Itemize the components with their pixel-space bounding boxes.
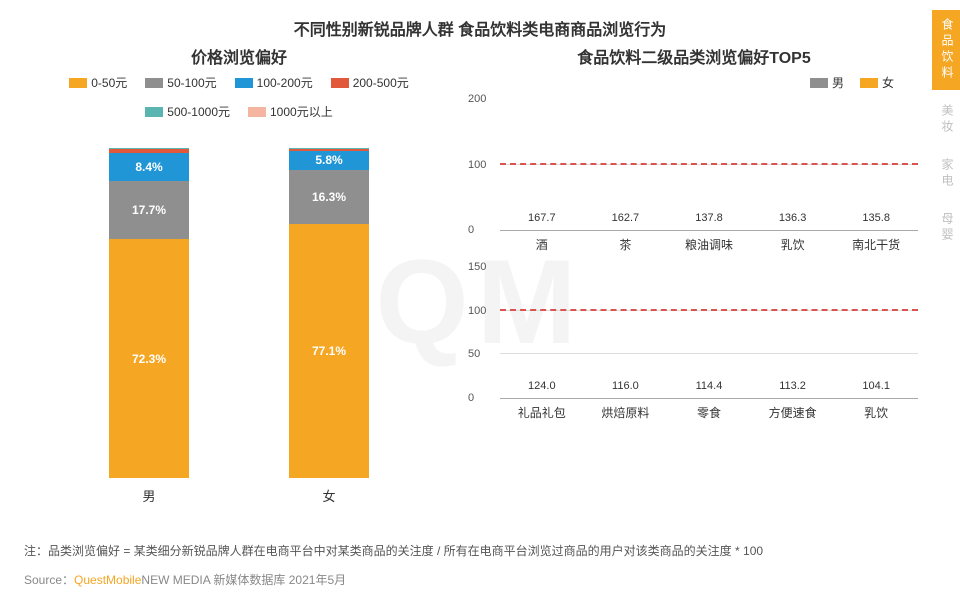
left-panel: 价格浏览偏好 0-50元 50-100元 100-200元 200-500元 500-1… bbox=[24, 40, 454, 505]
bar-value: 116.0 bbox=[612, 380, 639, 392]
bar-value: 114.4 bbox=[696, 380, 723, 392]
stacked-bar: 72.3% 17.7% 8.4% bbox=[109, 148, 189, 478]
legend-item: 男 bbox=[810, 74, 844, 91]
x-label: 零食 bbox=[679, 404, 739, 421]
segment-value: 8.4% bbox=[135, 160, 162, 174]
x-label: 礼品礼包 bbox=[512, 404, 572, 421]
x-label: 粮油调味 bbox=[679, 236, 739, 253]
page-title: 不同性别新锐品牌人群 食品饮料类电商商品浏览行为 bbox=[0, 0, 960, 40]
right-subtitle: 食品饮料二级品类浏览偏好TOP5 bbox=[464, 44, 924, 68]
source-line: Source：QuestMobileNEW MEDIA 新媒体数据库 2021年… bbox=[24, 571, 900, 590]
bar-chart-male: 0 100 200 167.7 162.7 137.8 136.3 135.8 酒 茶 粮油调味 乳饮… bbox=[464, 95, 924, 255]
legend-label: 200-500元 bbox=[353, 74, 409, 91]
x-label: 女 bbox=[289, 486, 369, 505]
legend-item: 女 bbox=[860, 74, 894, 91]
y-tick: 200 bbox=[468, 93, 486, 105]
x-axis: 礼品礼包 烘焙原料 零食 方便速食 乳饮 bbox=[500, 404, 918, 421]
y-tick: 0 bbox=[468, 392, 474, 404]
segment-value: 5.8% bbox=[315, 153, 342, 167]
stacked-segment: 17.7% bbox=[109, 181, 189, 239]
bar-chart-female: 0 50 100 150 124.0 116.0 114.4 113.2 104.1 礼品礼包 烘焙… bbox=[464, 263, 924, 423]
y-tick: 100 bbox=[468, 305, 486, 317]
legend-label: 500-1000元 bbox=[167, 103, 230, 120]
x-label: 酒 bbox=[512, 236, 572, 253]
y-tick: 150 bbox=[468, 261, 486, 273]
y-tick: 100 bbox=[468, 159, 486, 171]
source-prefix: Source： bbox=[24, 573, 74, 587]
legend-swatch bbox=[860, 78, 878, 88]
stacked-column: 77.1% 16.3% 5.8% bbox=[289, 148, 369, 478]
legend-item: 200-500元 bbox=[331, 74, 409, 91]
legend-swatch bbox=[331, 78, 349, 88]
bar-value: 135.8 bbox=[862, 212, 890, 224]
y-tick: 50 bbox=[468, 348, 480, 360]
right-panel: 食品饮料二级品类浏览偏好TOP5 男女 0100200167.7162.7137… bbox=[454, 40, 924, 505]
bar-value: 113.2 bbox=[779, 380, 806, 392]
left-legend: 0-50元 50-100元 100-200元 200-500元 500-1000元 100… bbox=[24, 74, 454, 120]
legend-swatch bbox=[235, 78, 253, 88]
x-label: 南北干货 bbox=[846, 236, 906, 253]
stacked-bar-chart: 72.3% 17.7% 8.4% 77.1% 16.3% 5.8% bbox=[24, 128, 454, 478]
bar-value: 137.8 bbox=[695, 212, 723, 224]
legend-label: 女 bbox=[882, 74, 894, 91]
legend-label: 0-50元 bbox=[91, 74, 127, 91]
stacked-segment: 8.4% bbox=[109, 153, 189, 181]
legend-swatch bbox=[810, 78, 828, 88]
legend-swatch bbox=[69, 78, 87, 88]
left-subtitle: 价格浏览偏好 bbox=[24, 44, 454, 68]
stacked-x-axis: 男女 bbox=[24, 486, 454, 505]
legend-item: 500-1000元 bbox=[145, 103, 230, 120]
stacked-segment: 72.3% bbox=[109, 239, 189, 478]
plot-area: 050100150124.0116.0114.4113.2104.1 bbox=[500, 267, 918, 399]
legend-item: 50-100元 bbox=[145, 74, 216, 91]
bar-value: 167.7 bbox=[528, 212, 556, 224]
x-label: 茶 bbox=[595, 236, 655, 253]
footer: 注：品类浏览偏好 = 某类细分新锐品牌人群在电商平台中对某类商品的关注度 / 所… bbox=[24, 542, 900, 590]
x-label: 乳饮 bbox=[846, 404, 906, 421]
legend-label: 50-100元 bbox=[167, 74, 216, 91]
legend-item: 100-200元 bbox=[235, 74, 313, 91]
stacked-segment: 5.8% bbox=[289, 151, 369, 170]
source-rest: NEW MEDIA 新媒体数据库 2021年5月 bbox=[141, 573, 346, 587]
footnote: 注：品类浏览偏好 = 某类细分新锐品牌人群在电商平台中对某类商品的关注度 / 所… bbox=[24, 542, 900, 561]
x-label: 乳饮 bbox=[763, 236, 823, 253]
x-label: 烘焙原料 bbox=[595, 404, 655, 421]
right-legend: 男女 bbox=[464, 74, 924, 91]
x-label: 方便速食 bbox=[763, 404, 823, 421]
legend-item: 1000元以上 bbox=[248, 103, 333, 120]
plot-area: 0100200167.7162.7137.8136.3135.8 bbox=[500, 99, 918, 231]
x-label: 男 bbox=[109, 486, 189, 505]
legend-label: 1000元以上 bbox=[270, 103, 333, 120]
stacked-column: 72.3% 17.7% 8.4% bbox=[109, 148, 189, 478]
stacked-segment: 16.3% bbox=[289, 170, 369, 224]
legend-swatch bbox=[145, 107, 163, 117]
segment-value: 17.7% bbox=[132, 203, 166, 217]
legend-label: 100-200元 bbox=[257, 74, 313, 91]
bars: 124.0 116.0 114.4 113.2 104.1 bbox=[500, 267, 918, 398]
segment-value: 72.3% bbox=[132, 352, 166, 366]
legend-swatch bbox=[248, 107, 266, 117]
legend-swatch bbox=[145, 78, 163, 88]
bar-value: 136.3 bbox=[779, 212, 807, 224]
legend-item: 0-50元 bbox=[69, 74, 127, 91]
x-axis: 酒 茶 粮油调味 乳饮 南北干货 bbox=[500, 236, 918, 253]
bar-value: 162.7 bbox=[612, 212, 640, 224]
segment-value: 77.1% bbox=[312, 344, 346, 358]
stacked-segment: 77.1% bbox=[289, 224, 369, 478]
content: 价格浏览偏好 0-50元 50-100元 100-200元 200-500元 500-1… bbox=[0, 40, 960, 505]
legend-label: 男 bbox=[832, 74, 844, 91]
stacked-bar: 77.1% 16.3% 5.8% bbox=[289, 148, 369, 478]
source-brand: QuestMobile bbox=[74, 573, 141, 587]
bars: 167.7 162.7 137.8 136.3 135.8 bbox=[500, 99, 918, 230]
bar-value: 124.0 bbox=[528, 380, 556, 392]
segment-value: 16.3% bbox=[312, 190, 346, 204]
y-tick: 0 bbox=[468, 224, 474, 236]
bar-value: 104.1 bbox=[862, 380, 890, 392]
